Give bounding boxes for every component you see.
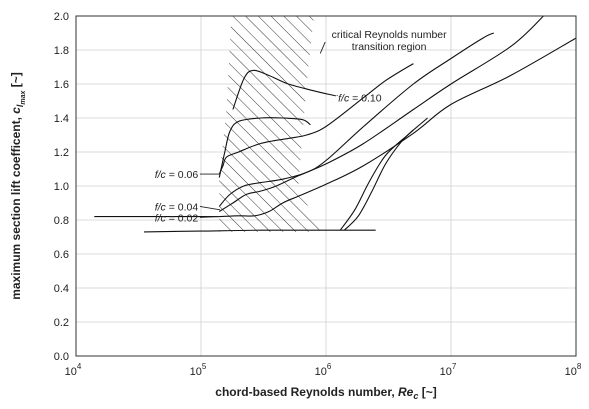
leader-fc002: [199, 216, 221, 218]
x-axis-label: chord-based Reynolds number, Rec [~]: [215, 385, 436, 401]
annotation-fc004: f/c = 0.04: [155, 201, 199, 213]
y-tick-label: 1.8: [54, 45, 69, 57]
x-tick-label: 108: [565, 362, 582, 378]
plot-frame: [75, 15, 577, 357]
annotation-fc002: f/c = 0.02: [155, 212, 199, 224]
annotation-fc006: f/c = 0.06: [155, 169, 199, 181]
y-tick-label: 1.0: [54, 181, 69, 193]
y-tick-label: 0.6: [54, 249, 69, 261]
transition-region: [219, 16, 321, 232]
x-tick-label: 105: [190, 362, 207, 378]
annotations: critical Reynolds number transition regio…: [155, 29, 447, 224]
series-line-2: [143, 229, 376, 233]
series-line-9: [218, 63, 414, 175]
y-tick-label: 1.6: [54, 79, 69, 91]
y-axis-label: maximum section lift coefficent, clmax […: [9, 72, 27, 300]
leader-fc010: [336, 94, 338, 97]
y-tick-label: 0.8: [54, 215, 69, 227]
y-tick-label: 2.0: [54, 11, 69, 23]
x-tick-labels: 104 105 106 107 108: [65, 362, 582, 378]
x-tick-label: 104: [65, 362, 82, 378]
series-line-4: [339, 117, 428, 231]
annotation-fc010: f/c = 0.10: [338, 93, 382, 105]
x-tick-label: 106: [315, 362, 332, 378]
series-layer: [94, 16, 576, 233]
y-tick-label: 1.2: [54, 147, 69, 159]
y-tick-labels: 0.0 0.2 0.4 0.6 0.8 1.0 1.2 1.4 1.6 1.8 2.0: [54, 11, 69, 363]
leader-fc004: [199, 205, 221, 211]
series-line-10: [232, 69, 337, 110]
y-tick-label: 0.0: [54, 351, 69, 363]
annotation-critical-reynolds: critical Reynolds number transition regio…: [332, 29, 447, 53]
series-line-7: [218, 32, 495, 207]
series-line-8: [218, 117, 311, 178]
y-tick-label: 0.2: [54, 317, 69, 329]
x-tick-label: 107: [440, 362, 457, 378]
y-tick-label: 1.4: [54, 113, 69, 125]
series-line-5: [219, 37, 576, 218]
transition-region-layer: [219, 16, 321, 232]
leader-critical: [319, 41, 326, 54]
y-tick-label: 0.4: [54, 283, 69, 295]
